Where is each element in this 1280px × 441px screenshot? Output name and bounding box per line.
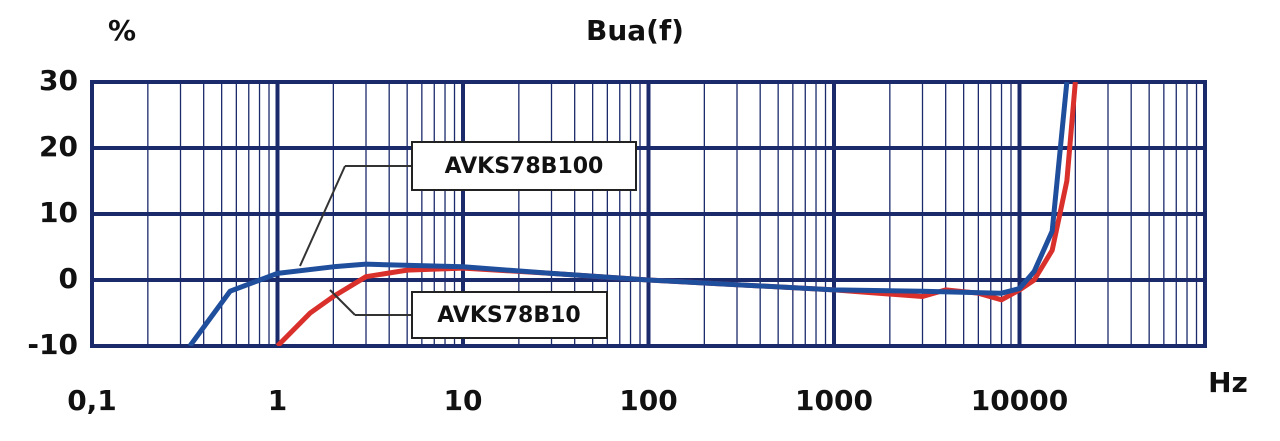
grid xyxy=(90,80,1207,348)
x-tick-label: 1 xyxy=(268,384,287,417)
leader-line xyxy=(299,165,346,267)
series-line xyxy=(275,82,1078,346)
x-tick-label: 0,1 xyxy=(67,384,117,417)
chart-title: Bua(f) xyxy=(586,14,684,47)
label-box xyxy=(411,291,608,339)
y-tick-label: 30 xyxy=(39,64,78,97)
lines xyxy=(187,82,1078,346)
y-tick-label: 0 xyxy=(59,262,78,295)
x-axis-label: Hz xyxy=(1208,366,1248,399)
series-label: AVKS78B10 xyxy=(437,303,580,328)
y-tick-label: 20 xyxy=(39,130,78,163)
series-label: AVKS78B100 xyxy=(445,154,604,179)
x-tick-label: 100 xyxy=(619,384,677,417)
y-axis-label: % xyxy=(108,14,136,47)
x-tick-label: 1000 xyxy=(795,384,873,417)
series-line xyxy=(187,82,1070,346)
y-tick-label: -10 xyxy=(27,328,78,361)
annotations: AVKS78B100 AVKS78B10 xyxy=(299,141,637,339)
y-tick-label: 10 xyxy=(39,196,78,229)
x-tick-label: 10 xyxy=(444,384,483,417)
plot-border xyxy=(90,80,1207,348)
leader-line xyxy=(329,289,356,316)
x-tick-label: 10000 xyxy=(971,384,1068,417)
label-box xyxy=(411,141,637,191)
